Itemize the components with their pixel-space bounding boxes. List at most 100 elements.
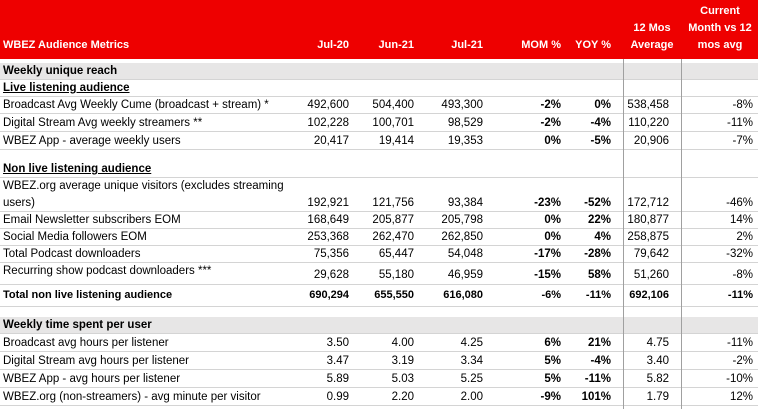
cell-jun21: 65,447 [378,248,414,260]
cell-jul21: 98,529 [447,117,483,129]
cell-jul21: 2.00 [460,391,483,403]
cell-yoy: 101% [581,391,611,403]
col-header-jun21: Jun-21 [378,39,414,51]
table-row: Broadcast avg hours per listener 3.50 4.… [0,335,758,352]
cell-vs12: -8% [732,269,753,281]
cell-avg12: 20,906 [633,135,669,147]
row-label: Email Newsletter subscribers EOM [3,214,181,226]
col-header-current-line2: Month vs 12 [688,22,752,34]
cell-avg12: 538,458 [627,99,669,111]
row-label-line2: users) [3,197,35,209]
subsection-non-live: Non live listening audience [0,161,758,178]
row-label-line1: WBEZ.org average unique visitors (exclud… [3,180,284,192]
cell-jul20: 75,356 [313,248,349,260]
cell-yoy: -11% [584,373,611,385]
cell-yoy: -11% [585,289,611,301]
cell-jun21: 3.19 [391,355,414,367]
cell-vs12: -11% [727,289,753,301]
table-row: WBEZ.org average unique visitors (exclud… [0,178,758,212]
table-row: WBEZ App - average weekly users 20,417 1… [0,133,758,150]
cell-jul20: 0.99 [326,391,349,403]
table-row: Total Podcast downloaders 75,356 65,447 … [0,246,758,263]
col-header-mom: MOM % [521,39,561,51]
cell-yoy: -5% [590,135,611,147]
cell-mom: -9% [540,391,561,403]
total-row: Total non live listening audience 690,29… [0,287,758,307]
row-label: Total Podcast downloaders [3,248,141,260]
cell-jul21: 93,384 [447,197,483,209]
cell-jun21: 121,756 [372,197,414,209]
cell-yoy: 58% [587,269,611,281]
table-row: Recurring show podcast downloaders *** 2… [0,263,758,285]
row-label: Digital Stream avg hours per listener [3,355,189,367]
cell-jul21: 4.25 [460,337,483,349]
cell-jul20: 3.50 [326,337,349,349]
cell-mom: -2% [540,99,561,111]
row-label: Total non live listening audience [3,289,173,301]
cell-jul20: 492,600 [307,99,349,111]
cell-jul20: 253,368 [307,231,349,243]
cell-avg12: 5.82 [646,373,669,385]
table-row: Social Media followers EOM 253,368 262,4… [0,229,758,246]
cell-mom: 5% [544,373,561,385]
cell-vs12: -11% [727,117,753,129]
cell-yoy: -4% [590,117,611,129]
cell-jul21: 493,300 [441,99,483,111]
cell-jul21: 262,850 [441,231,483,243]
cell-yoy: 21% [587,337,611,349]
cell-mom: -23% [534,197,561,209]
row-label: Broadcast Avg Weekly Cume (broadcast + s… [3,99,269,111]
cell-yoy: 22% [587,214,611,226]
cell-yoy: 4% [594,231,611,243]
cell-yoy: -4% [590,355,611,367]
cell-jun21: 19,414 [378,135,414,147]
cell-jul21: 5.25 [460,373,483,385]
cell-vs12: -2% [732,355,753,367]
cell-jul20: 20,417 [313,135,349,147]
cell-vs12: 12% [729,391,753,403]
row-label: Digital Stream Avg weekly streamers ** [3,117,203,129]
cell-mom: -15% [534,269,561,281]
cell-jul20: 192,921 [307,197,349,209]
row-label: WBEZ.org (non-streamers) - avg minute pe… [3,391,261,403]
row-label: Social Media followers EOM [3,231,147,243]
col-header-yoy: YOY % [575,39,611,51]
cell-jul21: 19,353 [447,135,483,147]
cell-avg12: 180,877 [627,214,669,226]
cell-vs12: 2% [736,231,753,243]
cell-vs12: 14% [729,214,753,226]
cell-jun21: 100,701 [372,117,414,129]
col-header-jul20: Jul-20 [317,39,349,51]
row-label: WBEZ App - avg hours per listener [3,373,181,385]
cell-jul21: 616,080 [443,289,483,301]
cell-jul20: 3.47 [326,355,349,367]
cell-jun21: 205,877 [372,214,414,226]
cell-jul21: 205,798 [441,214,483,226]
section-weekly-reach: Weekly unique reach [0,63,758,80]
cell-jul21: 46,959 [447,269,483,281]
cell-vs12: -10% [726,373,753,385]
col-header-12mos-line1: 12 Mos [633,22,671,34]
cell-jun21: 4.00 [391,337,414,349]
cell-vs12: -8% [732,99,753,111]
sheet-title: WBEZ Audience Metrics [3,39,130,51]
col-header-jul21: Jul-21 [451,39,483,51]
cell-mom: -2% [540,117,561,129]
section-title: Weekly time spent per user [3,319,152,331]
cell-mom: 5% [544,355,561,367]
cell-yoy: -28% [584,248,611,260]
row-label: WBEZ App - average weekly users [3,135,181,147]
subsection-live: Live listening audience [0,80,758,97]
cell-jun21: 262,470 [372,231,414,243]
cell-jul20: 5.89 [326,373,349,385]
cell-jun21: 504,400 [372,99,414,111]
cell-avg12: 3.40 [646,355,669,367]
cell-mom: 0% [544,135,561,147]
table-row: Email Newsletter subscribers EOM 168,649… [0,212,758,229]
cell-mom: 6% [544,337,561,349]
table-row: WBEZ App - avg hours per listener 5.89 5… [0,371,758,388]
table-row: Digital Stream Avg weekly streamers ** 1… [0,115,758,132]
cell-vs12: -7% [732,135,753,147]
table-row: Digital Stream avg hours per listener 3.… [0,353,758,370]
cell-jun21: 2.20 [391,391,414,403]
